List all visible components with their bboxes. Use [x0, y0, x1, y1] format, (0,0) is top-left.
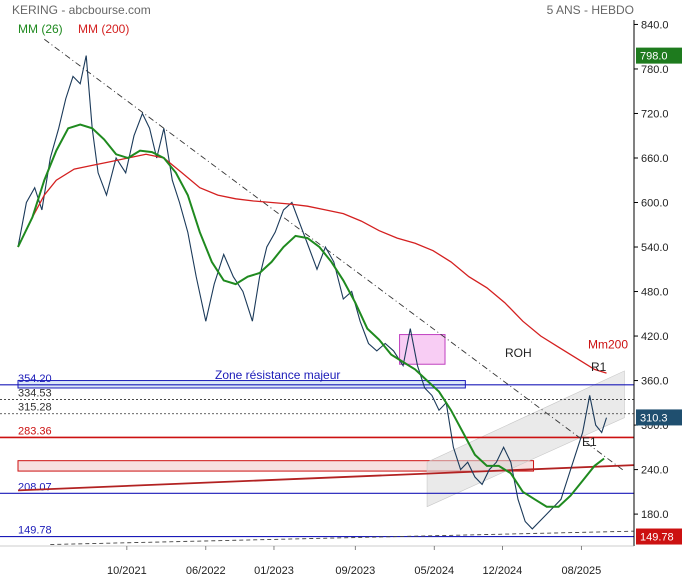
- level-label-149-78: 149.78: [18, 525, 52, 537]
- level-label-283-36: 283.36: [18, 425, 52, 437]
- y-tick-label-11: 840.0: [641, 19, 669, 31]
- level-label-208-07: 208.07: [18, 481, 52, 493]
- zones-layer: [17, 334, 535, 472]
- price-badge-0: [636, 47, 682, 64]
- y-tick-label-7: 600.0: [641, 198, 669, 210]
- x-tick-label-1: 06/2022: [186, 565, 226, 577]
- moving-averages-layer: [17, 123, 607, 508]
- channel-layer: [426, 370, 625, 508]
- resistance-zone: [17, 380, 466, 389]
- price-badge-label-0: 798.0: [640, 51, 668, 63]
- roh-line: [44, 38, 625, 472]
- magenta-zone: [399, 334, 446, 365]
- price-line: [17, 55, 608, 530]
- level-label-334-53: 334.53: [18, 387, 52, 399]
- y-tick-label-5: 480.0: [641, 287, 669, 299]
- annotation-zone-resistance: Zone résistance majeur: [215, 368, 340, 382]
- mm26-line: [17, 123, 605, 508]
- y-tick-label-10: 780.0: [641, 64, 669, 76]
- price-badge-label-2: 149.78: [640, 532, 674, 544]
- annotations-layer: Zone résistance majeur ROH R1 E1 Mm200: [215, 338, 628, 449]
- level-label-315-28: 315.28: [18, 402, 52, 414]
- y-tick-label-4: 420.0: [641, 331, 669, 343]
- y-tick-label-6: 540.0: [641, 242, 669, 254]
- x-axis: 10/2021 06/2022 01/2023 09/2023 05/2024 12/20…: [107, 546, 601, 577]
- y-tick-label-8: 660.0: [641, 153, 669, 165]
- price-badge-1: [636, 409, 682, 426]
- x-tick-label-2: 01/2023: [254, 565, 294, 577]
- x-tick-label-0: 10/2021: [107, 565, 147, 577]
- levels-layer: 354.20 334.53 315.28 283.36 208.07 149.78: [0, 373, 634, 538]
- price-badges: 798.0 310.3 149.78: [636, 47, 682, 545]
- y-axis: 180.0240.0300.0360.0420.0480.0540.0600.0…: [634, 19, 669, 521]
- price-badge-2: [636, 528, 682, 545]
- trend-channel: [426, 370, 625, 508]
- x-tick-label-5: 12/2024: [483, 565, 523, 577]
- annotation-mm200: Mm200: [588, 338, 628, 352]
- annotation-roh: ROH: [505, 346, 532, 360]
- legend-mm26: MM (26): [18, 22, 63, 36]
- mm200-line: [17, 153, 607, 374]
- y-tick-label-9: 720.0: [641, 108, 669, 120]
- y-tick-label-3: 360.0: [641, 376, 669, 388]
- period-label: 5 ANS - HEBDO: [547, 3, 634, 17]
- x-tick-label-4: 05/2024: [414, 565, 454, 577]
- y-tick-label-1: 240.0: [641, 465, 669, 477]
- annotation-e1: E1: [582, 435, 597, 449]
- trendlines-layer: [17, 38, 635, 545]
- bottom-dashed-line: [50, 530, 635, 545]
- legend-mm200: MM (200): [78, 22, 129, 36]
- annotation-r1: R1: [591, 360, 607, 374]
- y-tick-label-0: 180.0: [641, 509, 669, 521]
- red-support-line: [17, 464, 635, 492]
- price-badge-label-1: 310.3: [640, 412, 668, 424]
- support-zone: [17, 460, 535, 472]
- chart-title: KERING - abcbourse.com: [12, 3, 151, 17]
- x-tick-label-3: 09/2023: [335, 565, 375, 577]
- price-layer: [17, 55, 608, 530]
- level-label-354-20: 354.20: [18, 373, 52, 385]
- x-tick-label-6: 08/2025: [561, 565, 601, 577]
